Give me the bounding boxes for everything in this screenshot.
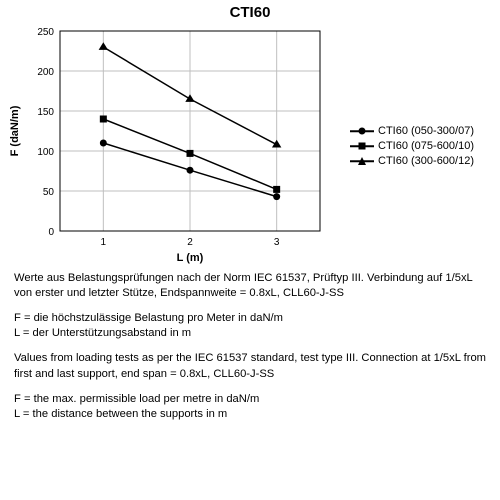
legend-label: CTI60 (050-300/07) xyxy=(378,125,474,137)
caption-en-2: F = the max. permissible load per metre … xyxy=(14,392,486,422)
chart-svg: 0 50 100 150 200 250 1 2 3 L (m) F (daN/m) xyxy=(0,21,340,266)
caption-block: Werte aus Belastungsprüfungen nach der N… xyxy=(0,271,500,422)
svg-text:50: 50 xyxy=(43,187,55,198)
chart-row: 0 50 100 150 200 250 1 2 3 L (m) F (daN/m) CTI60 (… xyxy=(0,21,500,271)
svg-text:F (daN/m): F (daN/m) xyxy=(9,105,21,156)
legend-label: CTI60 (300-600/12) xyxy=(378,155,474,167)
svg-text:1: 1 xyxy=(101,237,107,248)
legend-item: CTI60 (075-600/10) xyxy=(350,140,474,152)
legend-item: CTI60 (300-600/12) xyxy=(350,155,474,167)
caption-de-2: F = die höchstzulässige Belastung pro Me… xyxy=(14,311,486,341)
caption-en-1: Values from loading tests as per the IEC… xyxy=(14,351,486,381)
svg-text:250: 250 xyxy=(37,27,54,38)
svg-text:0: 0 xyxy=(48,227,54,238)
legend: CTI60 (050-300/07) CTI60 (075-600/10) CTI6… xyxy=(350,122,474,170)
caption-de-1: Werte aus Belastungsprüfungen nach der N… xyxy=(14,271,486,301)
svg-text:200: 200 xyxy=(37,67,54,78)
svg-text:3: 3 xyxy=(274,237,280,248)
legend-label: CTI60 (075-600/10) xyxy=(378,140,474,152)
svg-text:150: 150 xyxy=(37,107,54,118)
chart-title: CTI60 xyxy=(0,4,500,21)
svg-text:2: 2 xyxy=(187,237,193,248)
chart-area: 0 50 100 150 200 250 1 2 3 L (m) F (daN/m) xyxy=(0,21,340,271)
legend-item: CTI60 (050-300/07) xyxy=(350,125,474,137)
svg-text:100: 100 xyxy=(37,147,54,158)
svg-text:L (m): L (m) xyxy=(177,252,204,264)
